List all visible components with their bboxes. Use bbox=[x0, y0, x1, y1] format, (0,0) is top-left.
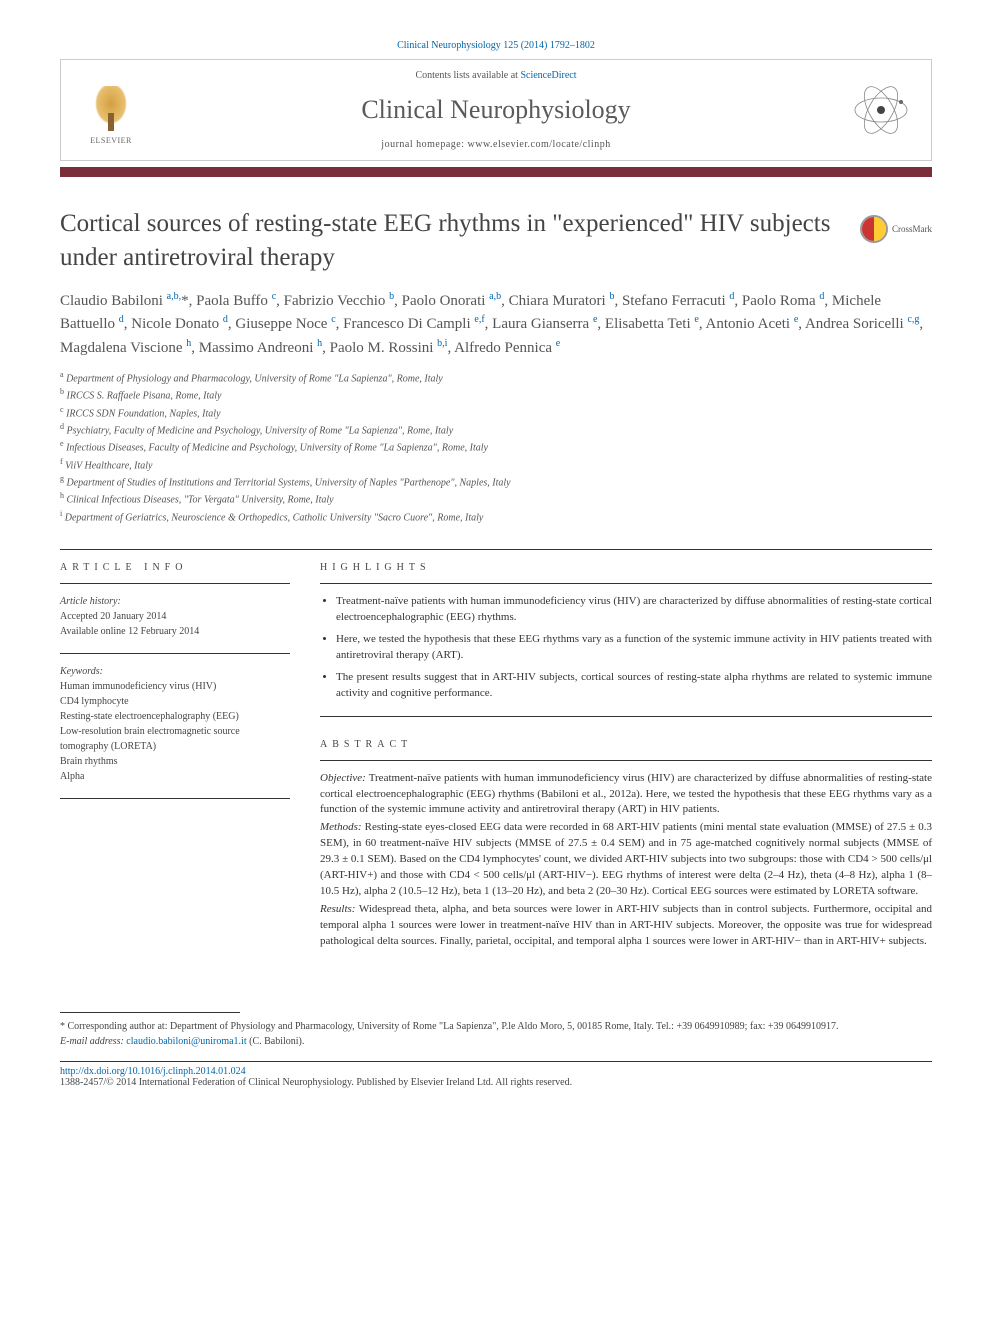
sciencedirect-link[interactable]: ScienceDirect bbox=[520, 70, 576, 81]
highlight-item: Here, we tested the hypothesis that thes… bbox=[336, 632, 932, 664]
contents-prefix: Contents lists available at bbox=[415, 70, 520, 81]
history-label: Article history: bbox=[60, 594, 290, 609]
accent-bar bbox=[60, 167, 932, 177]
objective-text: Treatment-naïve patients with human immu… bbox=[320, 772, 932, 816]
highlights-block: Treatment-naïve patients with human immu… bbox=[320, 594, 932, 702]
abstract-header: abstract bbox=[320, 727, 932, 761]
copyright-text: 1388-2457/© 2014 International Federatio… bbox=[60, 1077, 572, 1088]
crossmark-badge[interactable]: CrossMark bbox=[860, 215, 932, 243]
keyword-item: Human immunodeficiency virus (HIV) bbox=[60, 679, 290, 694]
abstract-body: Objective: Treatment-naïve patients with… bbox=[320, 771, 932, 950]
affiliation-item: i Department of Geriatrics, Neuroscience… bbox=[60, 508, 932, 525]
homepage-prefix: journal homepage: bbox=[381, 139, 467, 150]
methods-text: Resting-state eyes-closed EEG data were … bbox=[320, 821, 932, 897]
journal-name: Clinical Neurophysiology bbox=[141, 95, 851, 125]
divider bbox=[60, 798, 290, 799]
homepage-url[interactable]: www.elsevier.com/locate/clinph bbox=[468, 139, 611, 150]
email-line: E-mail address: claudio.babiloni@uniroma… bbox=[60, 1034, 932, 1049]
footnote-separator bbox=[60, 1012, 240, 1013]
affiliation-item: f ViiV Healthcare, Italy bbox=[60, 456, 932, 473]
article-history: Article history: Accepted 20 January 201… bbox=[60, 594, 290, 639]
article-info-header: article info bbox=[60, 550, 290, 584]
highlight-item: Treatment-naïve patients with human immu… bbox=[336, 594, 932, 626]
keyword-item: Alpha bbox=[60, 769, 290, 784]
article-title: Cortical sources of resting-state EEG rh… bbox=[60, 207, 840, 275]
journal-logo-icon bbox=[851, 80, 911, 140]
highlight-item: The present results suggest that in ART-… bbox=[336, 670, 932, 702]
keyword-item: Brain rhythms bbox=[60, 754, 290, 769]
highlights-header: highlights bbox=[320, 550, 932, 584]
keyword-item: CD4 lymphocyte bbox=[60, 694, 290, 709]
affiliation-item: e Infectious Diseases, Faculty of Medici… bbox=[60, 438, 932, 455]
keyword-item: Low-resolution brain electromagnetic sou… bbox=[60, 724, 290, 754]
email-link[interactable]: claudio.babiloni@uniroma1.it bbox=[126, 1036, 246, 1047]
keywords-block: Keywords: Human immunodeficiency virus (… bbox=[60, 664, 290, 784]
accepted-date: Accepted 20 January 2014 bbox=[60, 609, 290, 624]
affiliation-item: c IRCCS SDN Foundation, Naples, Italy bbox=[60, 404, 932, 421]
journal-homepage: journal homepage: www.elsevier.com/locat… bbox=[141, 139, 851, 150]
divider bbox=[60, 653, 290, 654]
results-text: Widespread theta, alpha, and beta source… bbox=[320, 903, 932, 947]
corresponding-author: * Corresponding author at: Department of… bbox=[60, 1019, 932, 1034]
publisher-logo: ELSEVIER bbox=[81, 75, 141, 145]
affiliation-item: d Psychiatry, Faculty of Medicine and Ps… bbox=[60, 421, 932, 438]
affiliation-item: h Clinical Infectious Diseases, "Tor Ver… bbox=[60, 490, 932, 507]
publisher-name: ELSEVIER bbox=[90, 136, 132, 145]
affiliation-item: g Department of Studies of Institutions … bbox=[60, 473, 932, 490]
keyword-item: Resting-state electroencephalography (EE… bbox=[60, 709, 290, 724]
crossmark-label: CrossMark bbox=[892, 224, 932, 234]
author-list: Claudio Babiloni a,b,*, Paola Buffo c, F… bbox=[60, 289, 932, 360]
citation: Clinical Neurophysiology 125 (2014) 1792… bbox=[60, 40, 932, 51]
footnotes: * Corresponding author at: Department of… bbox=[60, 1019, 932, 1049]
affiliation-item: a Department of Physiology and Pharmacol… bbox=[60, 369, 932, 386]
email-name: (C. Babiloni). bbox=[249, 1036, 304, 1047]
journal-header: ELSEVIER Contents lists available at Sci… bbox=[60, 59, 932, 161]
keywords-label: Keywords: bbox=[60, 664, 290, 679]
email-label: E-mail address: bbox=[60, 1036, 124, 1047]
contents-available: Contents lists available at ScienceDirec… bbox=[141, 70, 851, 81]
divider bbox=[320, 716, 932, 717]
elsevier-tree-icon bbox=[86, 86, 136, 136]
affiliation-list: a Department of Physiology and Pharmacol… bbox=[60, 369, 932, 525]
corr-star: * bbox=[60, 1021, 65, 1032]
doi-link[interactable]: http://dx.doi.org/10.1016/j.clinph.2014.… bbox=[60, 1066, 246, 1077]
doi-copyright-block: http://dx.doi.org/10.1016/j.clinph.2014.… bbox=[60, 1061, 932, 1088]
methods-label: Methods: bbox=[320, 821, 362, 833]
online-date: Available online 12 February 2014 bbox=[60, 624, 290, 639]
affiliation-item: b IRCCS S. Raffaele Pisana, Rome, Italy bbox=[60, 386, 932, 403]
corr-text: Corresponding author at: Department of P… bbox=[68, 1021, 839, 1032]
crossmark-icon bbox=[860, 215, 888, 243]
results-label: Results: bbox=[320, 903, 355, 915]
objective-label: Objective: bbox=[320, 772, 366, 784]
